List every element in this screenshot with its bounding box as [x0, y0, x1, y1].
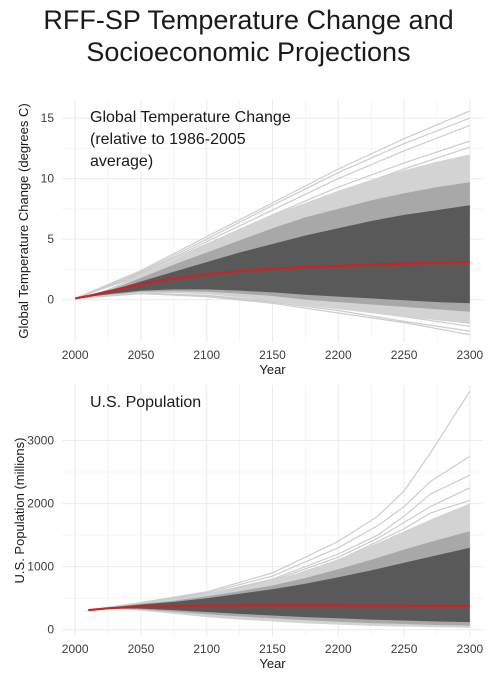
simulation-trace	[75, 292, 470, 336]
x-tick-label: 2200	[325, 348, 352, 362]
x-tick-label: 2000	[62, 348, 89, 362]
x-tick-label: 2150	[259, 348, 286, 362]
y-tick-label: 0	[47, 293, 54, 307]
y-tick-label: 5	[47, 232, 54, 246]
x-tick-label: 2300	[456, 642, 483, 656]
x-axis-title: Year	[259, 656, 286, 671]
simulation-trace	[74, 110, 471, 299]
x-tick-label: 2300	[456, 348, 483, 362]
median-line	[88, 604, 470, 612]
x-tick-label: 2250	[391, 348, 418, 362]
x-tick-label: 2200	[325, 642, 352, 656]
y-tick-label: 3000	[27, 433, 54, 447]
panel-title-line: Global Temperature Change	[90, 109, 291, 126]
y-tick-label: 1000	[27, 560, 54, 574]
figure-title: RFF-SP Temperature Change and Socioecono…	[0, 4, 497, 68]
y-tick-label: 0	[47, 623, 54, 637]
quantile-band-inner	[88, 547, 470, 623]
y-tick-label: 10	[41, 172, 55, 186]
plot-area	[88, 390, 471, 628]
y-tick-label: 2000	[27, 497, 54, 511]
x-axis-title: Year	[259, 362, 286, 377]
y-axis-title: U.S. Population (millions)	[12, 438, 27, 584]
chart-panel-2: 2000 2050 2100 2150 2200 2250 2300 0 1000 2000 300…	[12, 385, 484, 671]
x-tick-label: 2050	[128, 642, 155, 656]
simulation-trace	[74, 117, 471, 299]
x-tick-label: 2000	[62, 642, 89, 656]
x-tick-label: 2050	[128, 348, 155, 362]
median-line	[75, 261, 470, 300]
panel-title-line: U.S. Population	[90, 394, 201, 411]
x-tick-label: 2100	[193, 642, 220, 656]
plot-area	[74, 110, 471, 336]
x-tick-label: 2150	[259, 642, 286, 656]
panel-title-line: average)	[90, 153, 153, 170]
y-axis-title: Global Temperature Change (degrees C)	[16, 103, 31, 338]
panel-title-line: (relative to 1986-2005	[90, 131, 246, 148]
x-tick-label: 2250	[391, 642, 418, 656]
figure-title-line-2: Socioeconomic Projections	[86, 37, 411, 67]
x-tick-label: 2100	[193, 348, 220, 362]
chart-panel-1: 2000 2050 2100 2150 2200 2250 2300 0 5 10 15 Year Gl…	[16, 100, 484, 377]
figure-title-line-1: RFF-SP Temperature Change and	[43, 5, 454, 35]
simulation-trace	[88, 455, 471, 611]
y-tick-label: 15	[41, 111, 55, 125]
